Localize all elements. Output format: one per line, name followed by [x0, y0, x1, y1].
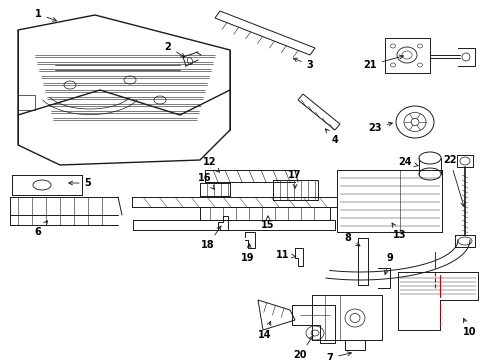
- Text: 15: 15: [261, 216, 274, 230]
- Text: 6: 6: [35, 221, 47, 237]
- Text: 11: 11: [276, 250, 295, 260]
- Text: 19: 19: [241, 244, 254, 263]
- Text: 3: 3: [293, 58, 313, 70]
- Text: 18: 18: [201, 226, 221, 250]
- Text: 10: 10: [462, 318, 476, 337]
- Text: 8: 8: [344, 233, 359, 246]
- Text: 4: 4: [325, 129, 338, 145]
- Text: 7: 7: [326, 352, 351, 360]
- Text: 22: 22: [442, 155, 464, 206]
- Text: 21: 21: [363, 55, 403, 70]
- Text: 20: 20: [293, 336, 312, 360]
- Text: 17: 17: [287, 170, 301, 188]
- Text: 14: 14: [258, 321, 271, 340]
- Text: 2: 2: [164, 42, 184, 57]
- Text: 13: 13: [391, 223, 406, 240]
- Text: 5: 5: [69, 178, 91, 188]
- Text: 16: 16: [198, 173, 214, 189]
- Text: 12: 12: [203, 157, 219, 172]
- Text: 24: 24: [397, 157, 417, 167]
- Text: 9: 9: [384, 253, 392, 274]
- Text: 1: 1: [35, 9, 57, 21]
- Text: 23: 23: [367, 122, 392, 133]
